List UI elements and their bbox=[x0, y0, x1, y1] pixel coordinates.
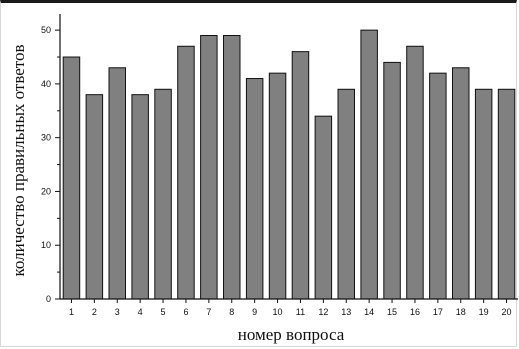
bar-17 bbox=[429, 72, 447, 300]
x-tick-label: 6 bbox=[183, 307, 188, 317]
y-axis-title: количество правильных ответов bbox=[9, 44, 28, 276]
x-tick-label: 16 bbox=[410, 307, 420, 317]
x-tick-label: 1 bbox=[69, 307, 74, 317]
bars-group bbox=[62, 29, 516, 300]
x-tick-label: 2 bbox=[92, 307, 97, 317]
bar-12 bbox=[314, 115, 333, 300]
x-tick-label: 4 bbox=[138, 307, 143, 317]
bar-16 bbox=[406, 45, 424, 300]
bar-18 bbox=[452, 67, 470, 300]
bar-11 bbox=[291, 51, 310, 300]
bar-7 bbox=[200, 35, 218, 300]
y-tick-label: 20 bbox=[41, 186, 51, 196]
x-tick-label: 14 bbox=[364, 307, 374, 317]
x-axis-title: номер вопроса bbox=[238, 325, 345, 344]
bar-4 bbox=[131, 94, 149, 300]
y-tick-label: 50 bbox=[41, 25, 51, 35]
bar-3 bbox=[108, 67, 127, 300]
x-axis-ticks: 1 2 3 4 5 6 7 8 9 10 11 12 13 14 15 16 17 18 19 20 bbox=[69, 299, 512, 317]
x-tick-label: 3 bbox=[115, 307, 120, 317]
x-tick-label: 19 bbox=[479, 307, 489, 317]
y-tick-label: 0 bbox=[46, 294, 51, 304]
x-tick-label: 7 bbox=[206, 307, 211, 317]
x-tick-label: 8 bbox=[229, 307, 234, 317]
bar-8 bbox=[223, 35, 241, 300]
bar-1 bbox=[62, 56, 81, 300]
bar-19 bbox=[474, 88, 493, 300]
x-tick-label: 20 bbox=[502, 307, 512, 317]
bar-2 bbox=[85, 94, 104, 300]
bar-10 bbox=[268, 72, 287, 300]
bar-9 bbox=[245, 78, 264, 300]
x-tick-label: 13 bbox=[341, 307, 351, 317]
y-tick-label: 40 bbox=[41, 79, 51, 89]
bar-14 bbox=[360, 29, 378, 300]
bar-6 bbox=[177, 45, 195, 300]
x-tick-label: 10 bbox=[273, 307, 283, 317]
bar-5 bbox=[154, 88, 172, 300]
x-tick-label: 15 bbox=[387, 307, 397, 317]
x-tick-label: 17 bbox=[433, 307, 443, 317]
x-tick-label: 11 bbox=[296, 307, 305, 317]
x-tick-label: 18 bbox=[456, 307, 466, 317]
bar-13 bbox=[337, 88, 356, 300]
x-tick-label: 5 bbox=[161, 307, 166, 317]
x-tick-label: 9 bbox=[252, 307, 257, 317]
bar-20 bbox=[497, 88, 516, 300]
y-axis-ticks: 0 10 20 30 40 50 bbox=[41, 25, 60, 304]
y-tick-label: 30 bbox=[41, 133, 51, 143]
y-tick-label: 10 bbox=[41, 240, 51, 250]
x-tick-label: 12 bbox=[318, 307, 328, 317]
bar-15 bbox=[383, 61, 401, 300]
